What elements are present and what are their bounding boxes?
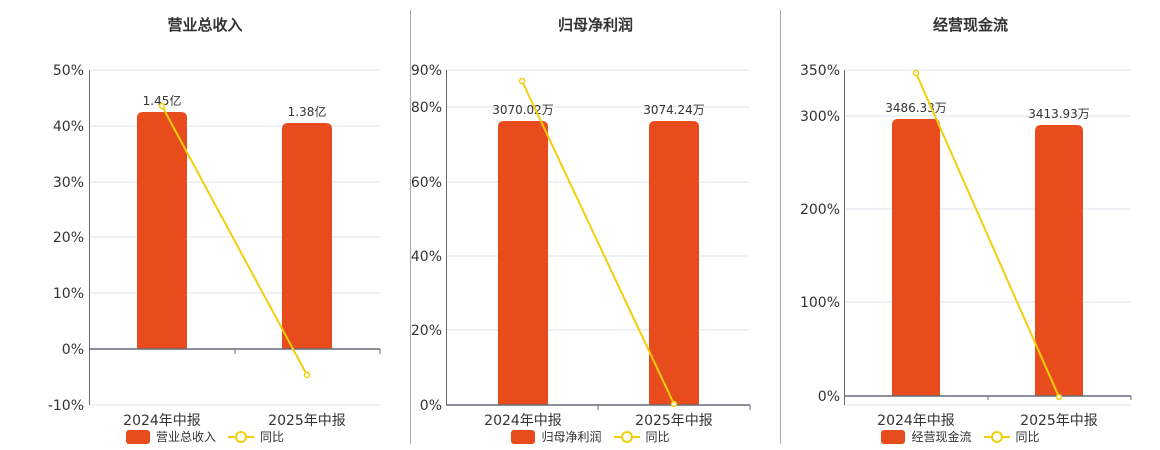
y-tick: 50% bbox=[53, 63, 84, 79]
y-tick: 60% bbox=[411, 175, 442, 191]
value-label: 3070.02万 bbox=[492, 103, 554, 117]
y-tick: 0% bbox=[420, 398, 442, 414]
chart-title: 经营现金流 bbox=[932, 16, 1008, 34]
value-label: 3486.33万 bbox=[885, 101, 947, 115]
value-label: 1.45亿 bbox=[143, 93, 182, 108]
y-tick-labels: 350% 300% 200% 100% 0% bbox=[800, 63, 840, 405]
yoy-point[interactable] bbox=[912, 69, 920, 77]
legend-label: 同比 bbox=[645, 430, 670, 444]
y-tick: 0% bbox=[818, 389, 840, 405]
chart-plot: 350% 300% 200% 100% 0% 3486.33万 3413.93万… bbox=[800, 63, 1132, 429]
yoy-point[interactable] bbox=[1055, 393, 1063, 401]
value-label: 3074.24万 bbox=[643, 103, 705, 117]
bar-2025[interactable] bbox=[282, 123, 332, 349]
chart-panel-net-profit: 归母净利润 90% 80% 60% 40% 20% 0% 3070.02万 30… bbox=[411, 0, 780, 450]
y-tick: 10% bbox=[53, 286, 84, 302]
y-tick: 300% bbox=[800, 109, 840, 125]
bar-2024[interactable] bbox=[498, 121, 548, 405]
panel-separator bbox=[780, 10, 781, 444]
y-tick: 40% bbox=[53, 119, 84, 135]
legend-label: 同比 bbox=[1015, 430, 1040, 444]
chart-legend: 营业总收入 同比 bbox=[0, 428, 410, 445]
chart-plot: 90% 80% 60% 40% 20% 0% 3070.02万 3074.24万… bbox=[411, 63, 751, 429]
legend-label: 营业总收入 bbox=[155, 430, 216, 444]
y-tick: -10% bbox=[48, 398, 84, 414]
x-category-label: 2024年中报 bbox=[123, 413, 201, 429]
yoy-point[interactable] bbox=[303, 371, 311, 379]
y-tick: 30% bbox=[53, 175, 84, 191]
y-tick: 90% bbox=[411, 63, 442, 79]
panel-separator bbox=[410, 10, 411, 444]
chart-plot: 50% 40% 30% 20% 10% 0% -10% 1.45亿 1.38亿 … bbox=[48, 63, 381, 429]
line-marker-icon bbox=[228, 430, 254, 443]
bar-swatch-icon bbox=[125, 429, 150, 444]
y-tick: 20% bbox=[53, 230, 84, 246]
bar-2025[interactable] bbox=[649, 121, 699, 405]
bar-2024[interactable] bbox=[137, 112, 187, 349]
line-marker-icon bbox=[613, 430, 640, 443]
bar-2025[interactable] bbox=[1035, 125, 1083, 396]
y-tick: 0% bbox=[62, 342, 84, 358]
x-category-label: 2024年中报 bbox=[877, 413, 955, 429]
yoy-point[interactable] bbox=[518, 77, 526, 85]
y-tick: 200% bbox=[800, 202, 840, 218]
x-category-label: 2025年中报 bbox=[635, 413, 713, 429]
legend-label: 同比 bbox=[260, 430, 285, 444]
chart-panel-revenue: 营业总收入 50% 40% 30% 20% 10% 0% -10% bbox=[0, 0, 410, 450]
chart-title: 营业总收入 bbox=[167, 16, 243, 34]
legend-item-bar[interactable]: 归母净利润 bbox=[511, 428, 602, 445]
yoy-line bbox=[521, 80, 675, 405]
yoy-line bbox=[161, 105, 308, 376]
line-marker-icon bbox=[983, 430, 1010, 443]
y-tick: 20% bbox=[411, 323, 442, 339]
y-tick: 40% bbox=[411, 249, 442, 265]
legend-item-line[interactable]: 同比 bbox=[228, 428, 284, 445]
grid-lines bbox=[90, 69, 380, 406]
x-category-label: 2025年中报 bbox=[268, 413, 346, 429]
yoy-point[interactable] bbox=[158, 102, 166, 110]
bar-swatch-icon bbox=[881, 429, 906, 444]
chart-title: 归母净利润 bbox=[557, 16, 633, 34]
bar-2024[interactable] bbox=[892, 119, 940, 396]
legend-label: 经营现金流 bbox=[911, 430, 972, 444]
chart-legend: 经营现金流 同比 bbox=[771, 428, 1150, 445]
y-tick-labels: 50% 40% 30% 20% 10% 0% -10% bbox=[48, 63, 84, 414]
legend-label: 归母净利润 bbox=[541, 430, 602, 444]
yoy-line bbox=[915, 72, 1060, 398]
value-label: 3413.93万 bbox=[1028, 107, 1090, 121]
x-category-label: 2025年中报 bbox=[1020, 413, 1098, 429]
y-tick: 80% bbox=[411, 100, 442, 116]
yoy-point[interactable] bbox=[670, 400, 678, 408]
y-tick: 100% bbox=[800, 295, 840, 311]
x-category-label: 2024年中报 bbox=[484, 413, 562, 429]
legend-item-line[interactable]: 同比 bbox=[613, 428, 670, 445]
chart-panel-operating-cash-flow: 经营现金流 350% 300% 200% 100% 0% 3486.33万 34… bbox=[781, 0, 1160, 450]
y-tick: 350% bbox=[800, 63, 840, 79]
legend-item-bar[interactable]: 营业总收入 bbox=[125, 428, 216, 445]
value-label: 1.38亿 bbox=[288, 104, 327, 119]
y-tick-labels: 90% 80% 60% 40% 20% 0% bbox=[411, 63, 442, 414]
grid-lines bbox=[446, 69, 750, 331]
chart-legend: 归母净利润 同比 bbox=[406, 428, 775, 445]
legend-item-bar[interactable]: 经营现金流 bbox=[881, 428, 972, 445]
legend-item-line[interactable]: 同比 bbox=[983, 428, 1040, 445]
bar-swatch-icon bbox=[511, 429, 536, 444]
